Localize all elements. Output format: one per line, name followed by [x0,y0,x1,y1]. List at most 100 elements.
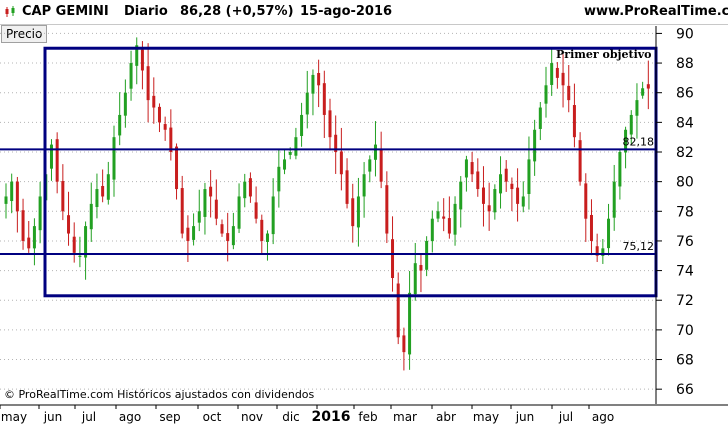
candle-body [379,148,383,182]
candle-body [89,203,93,230]
y-tick-label: 76 [676,234,694,250]
candle-body [555,67,559,78]
candle-body [510,183,514,190]
candle-body [67,215,71,234]
candle-body [10,181,14,202]
candle-body [203,189,207,217]
y-tick-label: 80 [676,175,694,191]
candle-body [95,189,99,208]
candle-body [15,181,19,212]
candle-body [419,265,423,271]
candle-body [618,152,622,187]
axis-layer: 66 68 70 72 74 76 78 80 82 84 86 88 90 may jun jul ago se… [0,26,728,425]
candle-body [311,74,315,94]
site-url: www.ProRealTime.com [584,4,728,19]
candle-layer [4,37,650,371]
candle-body [277,166,281,192]
candle-body [561,72,565,86]
candle-body [499,174,503,194]
x-tick-label: jul [81,410,96,424]
candle-body [584,183,588,219]
x-tick-label: sep [159,410,180,424]
period-label: Diario [124,4,168,19]
y-tick-label: 78 [676,204,694,220]
candle-body [328,110,332,138]
candle-body [413,263,417,295]
candle-body [447,218,451,234]
candle-body [373,144,377,160]
candle-body [481,187,485,204]
copyright-note: © ProRealTime.com Históricos ajustados c… [4,388,315,401]
panel-label: Precio [1,25,48,43]
candle-body [595,246,599,256]
candle-body [442,216,446,219]
candle-body [55,139,59,182]
y-tick-label: 84 [676,115,694,131]
candle-body [265,233,269,242]
candle-body [334,134,338,152]
candle-body [209,186,213,197]
candle-body [192,226,196,240]
candle-body [260,219,264,241]
candle-body [612,181,616,218]
candle-body [123,92,127,116]
candle-body [146,66,150,101]
x-tick-label: nov [241,410,263,424]
candle-body [607,218,611,249]
candle-body [254,202,258,219]
candle-body [453,203,457,235]
candle-body [646,84,650,89]
candle-body [38,196,42,231]
candle-body [300,114,304,136]
candle-body [362,174,366,197]
candle-body [322,83,326,115]
candle-body [175,146,179,190]
quote-date: 15-ago-2016 [300,4,393,19]
y-tick-label: 68 [676,353,694,369]
x-tick-label: ago [592,410,614,424]
candle-body [425,240,429,270]
candle-body [516,187,520,204]
candle-body [351,198,355,227]
candle-body [4,196,8,204]
y-tick-label: 88 [676,56,694,72]
candle-body [629,114,633,135]
candle-body [391,239,395,278]
candle-body [49,144,53,169]
candle-body [226,233,230,241]
candle-body [567,85,571,101]
candle-body [248,178,252,197]
candle-body [197,211,201,223]
level-label: 75,12 [623,240,655,253]
x-tick-label: jun [43,410,63,424]
candlestick-icon [5,6,15,17]
candle-body [436,211,440,219]
candle-body [527,159,531,194]
candle-body [345,170,349,204]
x-tick-label: jun [515,410,535,424]
candle-body [243,181,247,199]
y-tick-label: 74 [676,264,694,280]
candle-body [231,226,235,246]
candle-body [237,196,241,229]
candle-body [533,129,537,162]
candle-body [635,100,639,116]
candle-body [385,185,389,234]
x-tick-label: oct [203,410,222,424]
candle-body [493,189,497,213]
candle-body [101,185,105,197]
x-tick-label: may [473,410,499,424]
candle-body [163,124,167,130]
candle-body [27,237,31,249]
candle-body [140,49,144,71]
x-tick-label: ago [119,410,141,424]
y-tick-label: 82 [676,145,694,161]
candle-body [283,159,287,170]
candle-body [470,162,474,175]
candle-body [544,85,548,104]
candle-body [521,196,525,207]
candle-body [550,63,554,85]
candle-body [72,236,76,253]
candle-body [61,181,65,212]
